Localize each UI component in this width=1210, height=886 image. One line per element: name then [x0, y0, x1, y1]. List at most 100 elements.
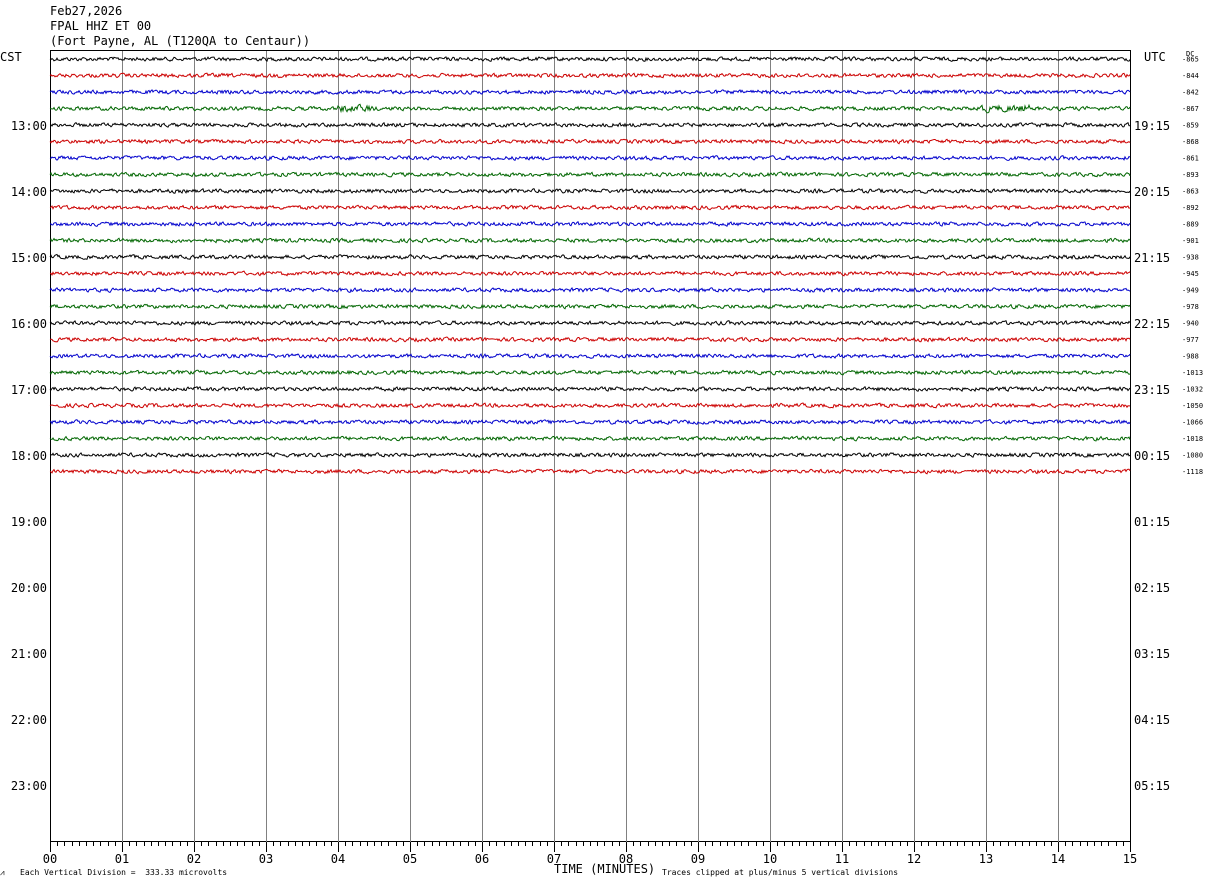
dc-offset-label: -949 [1182, 287, 1199, 295]
seismic-trace-18 [49, 336, 1131, 343]
seismic-trace-11 [49, 220, 1131, 227]
right-hour-label: 01:15 [1134, 515, 1170, 529]
right-hour-label: 00:15 [1134, 449, 1170, 463]
seismic-trace-10 [49, 204, 1131, 211]
right-hour-label: 19:15 [1134, 119, 1170, 133]
seismic-trace-22 [49, 402, 1131, 409]
dc-offset-label: -1013 [1182, 369, 1203, 377]
scale-icon: ⩘ [0, 868, 5, 877]
seismic-trace-19 [49, 353, 1131, 359]
seismic-trace-15 [49, 287, 1131, 293]
left-hour-label: 20:00 [11, 581, 47, 595]
right-hour-label: 05:15 [1134, 779, 1170, 793]
x-axis-ticks: 00 01 02 03 04 05 06 07 08 09 10 11 12 13 14 15 [43, 842, 1137, 866]
dc-offset-label: -901 [1182, 237, 1199, 245]
seismic-trace-4 [49, 103, 1131, 114]
x-tick-label-04: 04 [331, 852, 345, 866]
seismic-trace-3 [49, 89, 1131, 96]
right-hour-label: 21:15 [1134, 251, 1170, 265]
dc-offset-label: -893 [1182, 171, 1199, 179]
dc-offset-label: -978 [1182, 303, 1199, 311]
dc-offset-label: -868 [1182, 138, 1199, 146]
x-tick-label-11: 11 [835, 852, 849, 866]
right-hour-label: 04:15 [1134, 713, 1170, 727]
right-hour-label: 20:15 [1134, 185, 1170, 199]
seismic-trace-16 [49, 303, 1131, 310]
dc-offset-label: -867 [1182, 105, 1199, 113]
dc-offset-label: -1118 [1182, 468, 1203, 476]
station-label: FPAL HHZ ET 00 [50, 19, 152, 33]
dc-offset-label: -844 [1182, 72, 1199, 80]
left-hour-label: 23:00 [11, 779, 47, 793]
seismic-trace-6 [49, 138, 1131, 145]
dc-offset-label: -861 [1182, 155, 1199, 163]
right-hour-label: 03:15 [1134, 647, 1170, 661]
x-tick-label-01: 01 [115, 852, 129, 866]
seismic-trace-17 [49, 320, 1131, 326]
left-hour-label: 21:00 [11, 647, 47, 661]
seismic-trace-7 [49, 155, 1131, 161]
x-tick-label-06: 06 [475, 852, 489, 866]
dc-offset-label: -892 [1182, 204, 1199, 212]
left-hour-labels: 13:00 14:00 15:00 16:00 17:00 18:00 19:00 20:00… [11, 119, 47, 793]
x-tick-label-07: 07 [547, 852, 561, 866]
left-hour-label: 14:00 [11, 185, 47, 199]
left-hour-label: 18:00 [11, 449, 47, 463]
left-hour-label: 19:00 [11, 515, 47, 529]
clip-note: Traces clipped at plus/minus 5 vertical … [662, 868, 899, 877]
date-label: Feb27,2026 [50, 4, 123, 18]
dc-offset-label: -1032 [1182, 386, 1203, 394]
x-tick-label-15: 15 [1123, 852, 1137, 866]
x-tick-label-02: 02 [187, 852, 201, 866]
x-tick-label-00: 00 [43, 852, 57, 866]
dc-offset-label: -865 [1182, 56, 1199, 64]
x-tick-label-13: 13 [979, 852, 993, 866]
dc-offset-label: -889 [1182, 221, 1199, 229]
dc-offset-labels: -865 -844 -842 -867 -859 -868 -861 -893 -863 -892… [1182, 56, 1203, 477]
left-hour-label: 13:00 [11, 119, 47, 133]
dc-offset-label: -977 [1182, 336, 1199, 344]
left-hour-label: 17:00 [11, 383, 47, 397]
right-timezone-label: UTC [1144, 50, 1166, 64]
seismic-trace-20 [49, 369, 1131, 376]
scale-note: Each Vertical Division = 333.33 microvol… [20, 868, 228, 877]
seismic-trace-21 [49, 385, 1131, 393]
x-tick-label-05: 05 [403, 852, 417, 866]
trace-group [49, 56, 1131, 475]
seismic-trace-2 [49, 72, 1131, 79]
dc-offset-label: -940 [1182, 320, 1199, 328]
x-tick-label-09: 09 [691, 852, 705, 866]
plot-frame [50, 50, 1131, 842]
x-tick-label-08: 08 [619, 852, 633, 866]
seismic-trace-24 [49, 435, 1131, 442]
seismic-trace-13 [49, 253, 1131, 261]
seismic-trace-1 [49, 56, 1131, 62]
dc-offset-label: -863 [1182, 188, 1199, 196]
dc-offset-label: -842 [1182, 89, 1199, 97]
seismic-trace-23 [49, 418, 1131, 426]
seismic-trace-26 [49, 468, 1131, 475]
seismic-trace-12 [49, 237, 1131, 244]
seismic-trace-8 [49, 171, 1131, 178]
seismic-trace-5 [49, 121, 1131, 128]
seismic-trace-14 [49, 270, 1131, 277]
x-tick-label-14: 14 [1051, 852, 1065, 866]
dc-offset-label: -1080 [1182, 452, 1203, 460]
left-hour-label: 22:00 [11, 713, 47, 727]
minute-grid [122, 51, 1059, 842]
x-tick-label-03: 03 [259, 852, 273, 866]
dc-offset-label: -1018 [1182, 435, 1203, 443]
dc-offset-label: -1050 [1182, 402, 1203, 410]
right-hour-label: 02:15 [1134, 581, 1170, 595]
right-hour-label: 22:15 [1134, 317, 1170, 331]
dc-offset-label: -945 [1182, 270, 1199, 278]
dc-label: DC [1186, 50, 1194, 58]
left-hour-label: 15:00 [11, 251, 47, 265]
right-hour-label: 23:15 [1134, 383, 1170, 397]
left-hour-label: 16:00 [11, 317, 47, 331]
dc-offset-label: -859 [1182, 122, 1199, 130]
dc-offset-label: -1066 [1182, 419, 1203, 427]
x-axis-label: TIME (MINUTES) [554, 862, 655, 876]
dc-offset-label: -938 [1182, 254, 1199, 262]
